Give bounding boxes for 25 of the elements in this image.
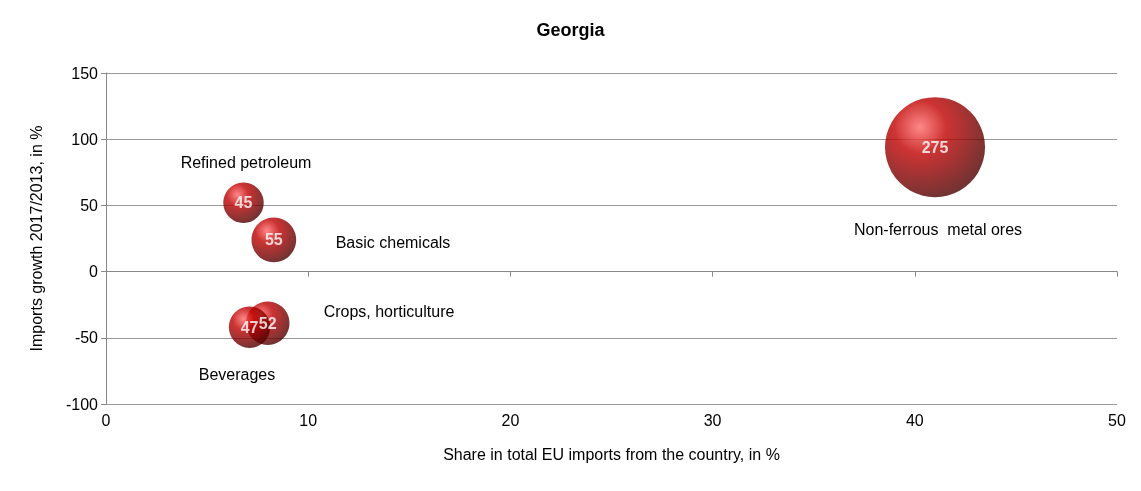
y-axis-title: Imports growth 2017/2013, in % <box>27 125 45 352</box>
data-label: 52 <box>258 314 277 332</box>
data-label: 45 <box>234 194 253 212</box>
y-tick-label: 100 <box>71 130 99 148</box>
annotation: Basic chemicals <box>335 233 451 251</box>
data-label: 47 <box>240 318 259 336</box>
annotation: Crops, horticulture <box>323 302 455 320</box>
y-tick-label: -100 <box>65 395 99 413</box>
data-label: 275 <box>921 138 949 156</box>
data-label: 55 <box>264 231 283 249</box>
x-tick-label: 30 <box>703 411 722 429</box>
x-tick-label: 0 <box>101 411 111 429</box>
y-tick-label: 50 <box>80 196 99 214</box>
x-tick-label: 40 <box>905 411 924 429</box>
x-tick-label: 20 <box>501 411 520 429</box>
chart-title: Georgia <box>536 20 606 40</box>
annotation: Beverages <box>198 365 276 383</box>
y-tick-label: 0 <box>89 263 99 281</box>
annotation: Refined petroleum <box>180 153 312 171</box>
x-axis-title: Share in total EU imports from the country, in % <box>443 445 780 463</box>
y-tick-label: 150 <box>71 64 99 82</box>
y-tick-label: -50 <box>74 329 99 347</box>
x-tick-label: 10 <box>299 411 318 429</box>
x-tick-label: 50 <box>1108 411 1126 429</box>
annotation: Non-ferrous metal ores <box>853 220 1023 238</box>
